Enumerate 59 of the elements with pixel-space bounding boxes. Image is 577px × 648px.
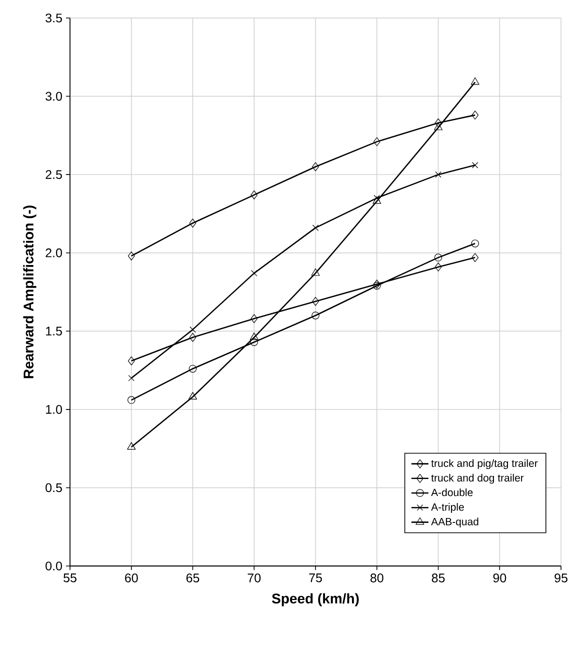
point: [312, 296, 319, 306]
x-tick-label: 70: [248, 574, 261, 582]
x-tick-label: 55: [64, 574, 76, 582]
point: [128, 356, 135, 366]
point: [312, 224, 319, 231]
point: [250, 332, 258, 340]
point: [434, 254, 442, 262]
point: [434, 122, 443, 130]
y-tick-label: 1.5: [46, 326, 62, 336]
point: [312, 162, 319, 172]
point: [128, 374, 134, 382]
y-tick-label: 0.5: [46, 483, 62, 492]
point: [189, 218, 196, 228]
y-tick-label: 3.5: [46, 14, 62, 22]
y-tick-label: 1.0: [46, 404, 62, 414]
point: [372, 282, 381, 290]
x-tick-label: 60: [125, 574, 138, 582]
point: [472, 253, 479, 262]
legend-label: A-triple: [431, 503, 464, 513]
point: [127, 396, 136, 404]
x-tick-label: 90: [493, 574, 506, 582]
y-tick-label: 2.5: [46, 170, 62, 179]
x-tick-label: 65: [186, 574, 200, 582]
point: [128, 252, 135, 260]
y-tick-label: 2.0: [46, 248, 62, 258]
point: [127, 442, 136, 450]
y-tick-label: 0.0: [46, 562, 62, 570]
point: [188, 392, 198, 400]
point: [434, 118, 442, 128]
point: [312, 312, 320, 320]
y-axis-title: Rearward Amplification (-): [23, 206, 36, 378]
point: [189, 332, 196, 342]
point: [372, 196, 382, 204]
point: [374, 194, 380, 202]
point: [190, 326, 196, 333]
x-tick-label: 85: [432, 574, 445, 582]
point: [311, 268, 320, 276]
y-tick-label: 3.0: [46, 92, 62, 101]
legend-label: truck and dog trailer: [431, 474, 524, 484]
legend-label: truck and pig/tag trailer: [431, 459, 538, 470]
point: [470, 77, 480, 85]
point: [471, 240, 479, 248]
point: [434, 262, 442, 272]
point: [250, 190, 258, 200]
point: [435, 171, 442, 178]
point: [251, 270, 258, 276]
legend-label: A-double: [431, 488, 473, 496]
x-tick-label: 80: [370, 574, 384, 582]
point: [373, 137, 380, 146]
legend-label: AAB-quad: [431, 518, 478, 528]
point: [250, 314, 258, 324]
point: [188, 364, 197, 373]
x-tick-label: 95: [554, 574, 568, 582]
x-tick-label: 75: [309, 574, 322, 582]
point: [250, 338, 258, 346]
point: [472, 162, 478, 168]
point: [373, 280, 380, 289]
x-axis-title: Speed (km/h): [272, 593, 359, 606]
point: [472, 110, 479, 120]
